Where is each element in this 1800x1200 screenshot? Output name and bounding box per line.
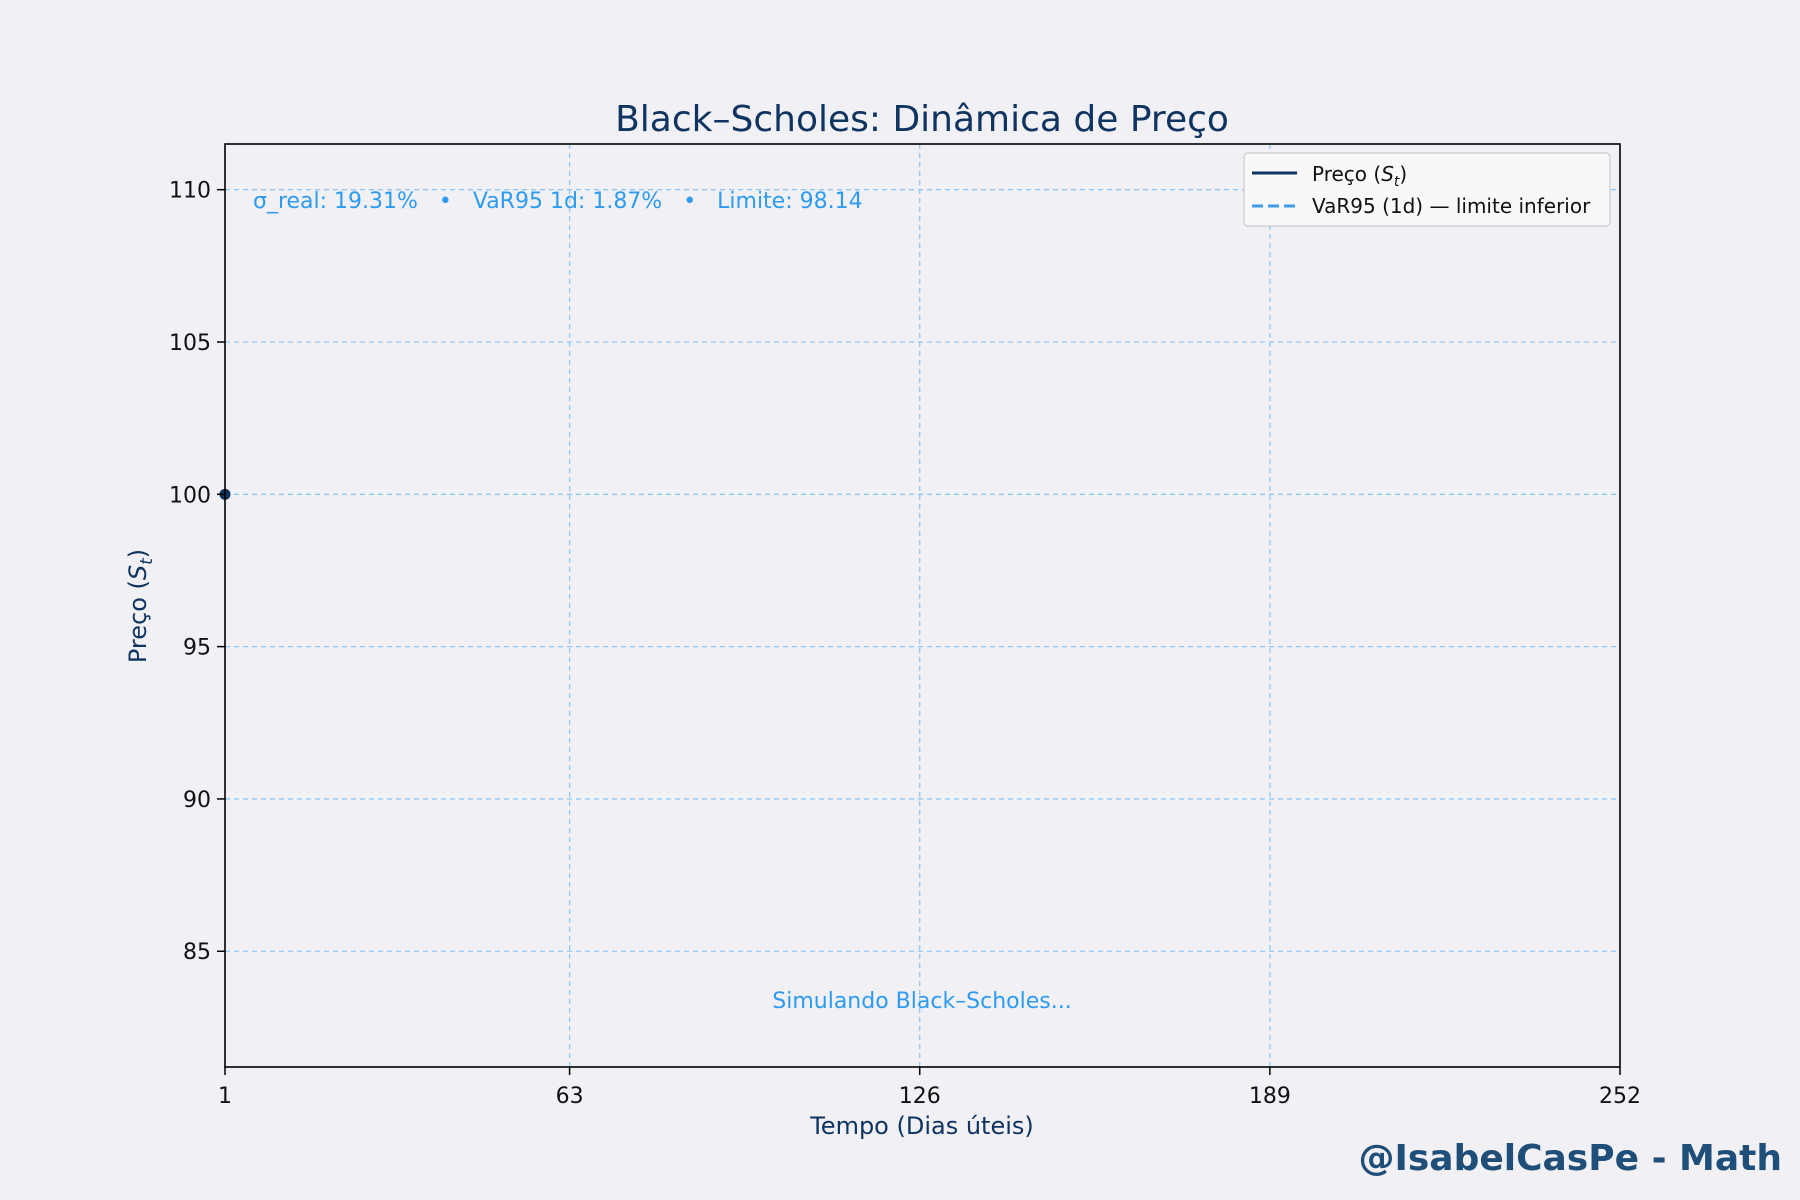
x-tick-label: 63 [556, 1084, 584, 1109]
x-tick-label: 252 [1599, 1084, 1641, 1109]
y-tick-label: 85 [183, 940, 211, 965]
y-tick-label: 105 [169, 331, 211, 356]
x-tick-label: 1 [218, 1084, 232, 1109]
watermark: @IsabelCasPe - Math [1358, 1138, 1782, 1179]
chart-title: Black–Scholes: Dinâmica de Preço [615, 99, 1229, 140]
x-tick-label: 189 [1249, 1084, 1291, 1109]
status-annotation: Simulando Black–Scholes... [772, 989, 1071, 1014]
y-tick-label: 95 [183, 636, 211, 661]
y-axis-label-symbol: S [124, 565, 152, 580]
y-tick-label: 110 [169, 179, 211, 204]
plot-frame [224, 143, 1621, 1068]
tick-layer: 85 90 95 100 105 110 1 63 126 189 252 [169, 179, 1641, 1109]
y-tick-label: 90 [183, 788, 211, 813]
y-axis-label: Preço (St) [124, 549, 157, 663]
grid-layer [225, 144, 1620, 1067]
x-tick-label: 126 [899, 1084, 941, 1109]
y-tick-label: 100 [169, 483, 211, 508]
legend-var-label: VaR95 (1d) — limite inferior [1312, 194, 1591, 218]
y-axis-label-close: ) [124, 549, 152, 558]
x-axis-label: Tempo (Dias úteis) [809, 1112, 1034, 1140]
stats-annotation: σ_real: 19.31% • VaR95 1d: 1.87% • Limit… [253, 189, 863, 214]
legend-price-label: Preço (St) [1312, 162, 1407, 190]
y-axis-label-main: Preço ( [124, 580, 152, 663]
legend-box [1243, 152, 1611, 227]
legend: Preço (St) VaR95 (1d) — limite inferior [1243, 152, 1611, 227]
y-axis-label-subscript: t [137, 557, 157, 565]
